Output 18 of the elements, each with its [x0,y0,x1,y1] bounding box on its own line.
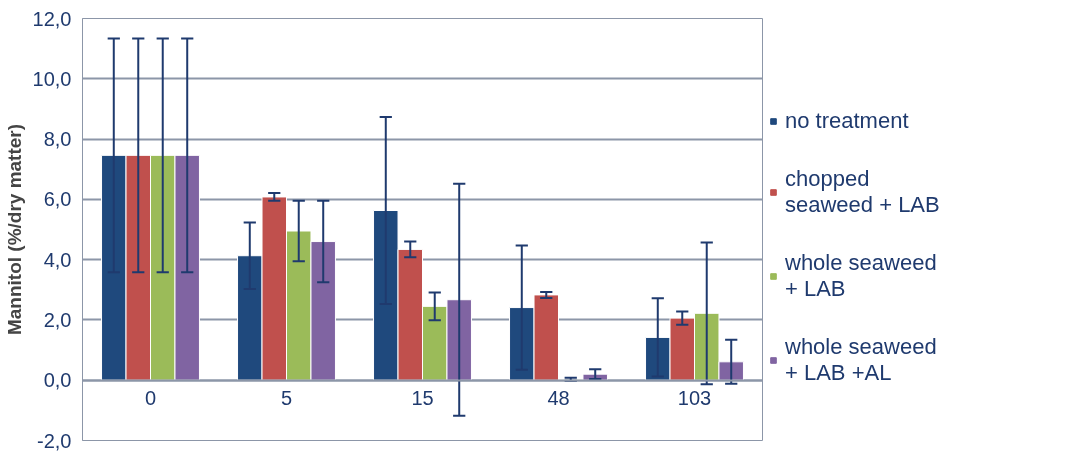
y-tick-label: 4,0 [43,248,72,271]
y-tick-label: -2,0 [37,429,72,452]
y-tick-label: 10,0 [32,67,72,90]
x-tick-label: 15 [411,387,434,410]
y-tick-label: 12,0 [32,7,72,30]
x-tick-label: 103 [677,387,712,410]
x-tick-label: 0 [144,387,157,410]
y-tick-label: 6,0 [43,188,72,211]
legend-label: whole seaweed + LAB +AL [785,334,937,386]
legend-label: no treatment [785,108,909,134]
y-axis-title: Mannitol (%/dry matter) [3,123,25,336]
legend-label: whole seaweed + LAB [785,250,937,302]
y-tick-label: 2,0 [43,308,72,331]
x-tick-label: 48 [547,387,570,410]
y-tick-label: 8,0 [43,128,72,151]
y-tick-label: 0,0 [43,369,72,392]
x-tick-label: 5 [280,387,293,410]
legend-label: chopped seaweed + LAB [785,166,940,218]
